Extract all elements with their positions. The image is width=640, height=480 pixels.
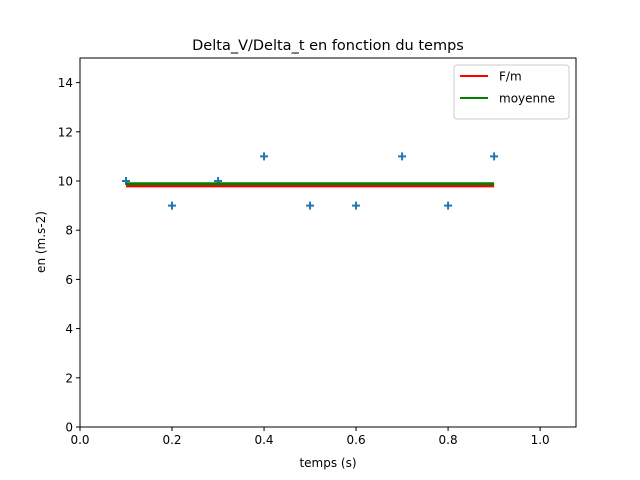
y-tick-label: 0 [65,421,73,435]
x-axis: 0.0 0.2 0.4 0.6 0.8 1.0 [70,427,550,447]
x-tick-label: 0.0 [70,433,89,447]
legend: F/m moyenne [453,64,570,120]
x-tick-label: 0.2 [162,433,181,447]
data-point-plus-marker [168,201,177,210]
legend-item: moyenne [460,92,555,106]
plot-area [79,57,577,428]
x-tick-label: 0.6 [347,433,366,447]
y-tick-label: 10 [58,175,73,189]
x-tick-label: 0.8 [439,433,458,447]
x-tick-label: 1.0 [531,433,550,447]
x-tick-label: 0.4 [254,433,273,447]
y-axis-label: en (m.s-2) [34,211,48,273]
data-point-plus-marker [306,201,315,210]
y-tick-label: 2 [65,371,73,385]
scatter-series [122,152,499,210]
data-point-plus-marker [260,152,269,161]
y-tick-label: 8 [65,224,73,238]
data-point-plus-marker [444,201,453,210]
y-tick-label: 12 [58,125,73,139]
y-tick-label: 4 [65,322,73,336]
data-point-plus-marker [398,152,407,161]
axes-frame [79,57,577,428]
data-point-plus-marker [352,201,361,210]
legend-label: moyenne [499,92,555,106]
chart-title: Delta_V/Delta_t en fonction du temps [192,38,464,54]
x-axis-label: temps (s) [299,456,356,470]
y-axis: 0 2 4 6 8 10 12 14 [58,76,80,435]
legend-label: F/m [499,70,522,84]
legend-box [453,64,570,120]
legend-item: F/m [460,70,522,84]
y-tick-label: 6 [65,273,73,287]
data-point-plus-marker [490,152,499,161]
y-tick-label: 14 [58,76,73,90]
